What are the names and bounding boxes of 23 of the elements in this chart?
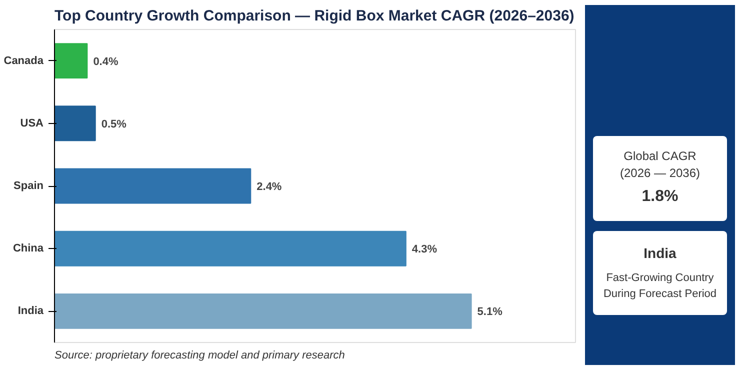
source-note: Source: proprietary forecasting model and primary research [54,350,345,362]
text: Global CAGR [622,148,698,165]
y-tick-label: India [18,305,44,318]
text: India [642,244,678,264]
bar [54,43,88,79]
text: Fast-Growing Country [605,271,715,286]
chart-title: Top Country Growth Comparison — Rigid Box Market CAGR (2026–2036) [54,8,574,24]
text: 1.8% [640,187,680,208]
data-label: 2.4% [256,181,282,193]
text: (2026 — 2036) [618,165,702,182]
y-tick-label: China [12,242,44,255]
bar [54,106,96,142]
bar [54,293,472,329]
bar [54,230,406,266]
data-label: 0.4% [93,56,118,68]
text: During Forecast Period [602,286,718,302]
y-tick-label: Spain [14,180,44,192]
y-tick-label: USA [20,117,44,130]
data-label: 4.3% [412,244,438,256]
bar [54,168,252,204]
data-label: 5.1% [477,306,503,318]
data-label: 0.5% [101,118,127,130]
y-tick-label: Canada [4,54,44,67]
